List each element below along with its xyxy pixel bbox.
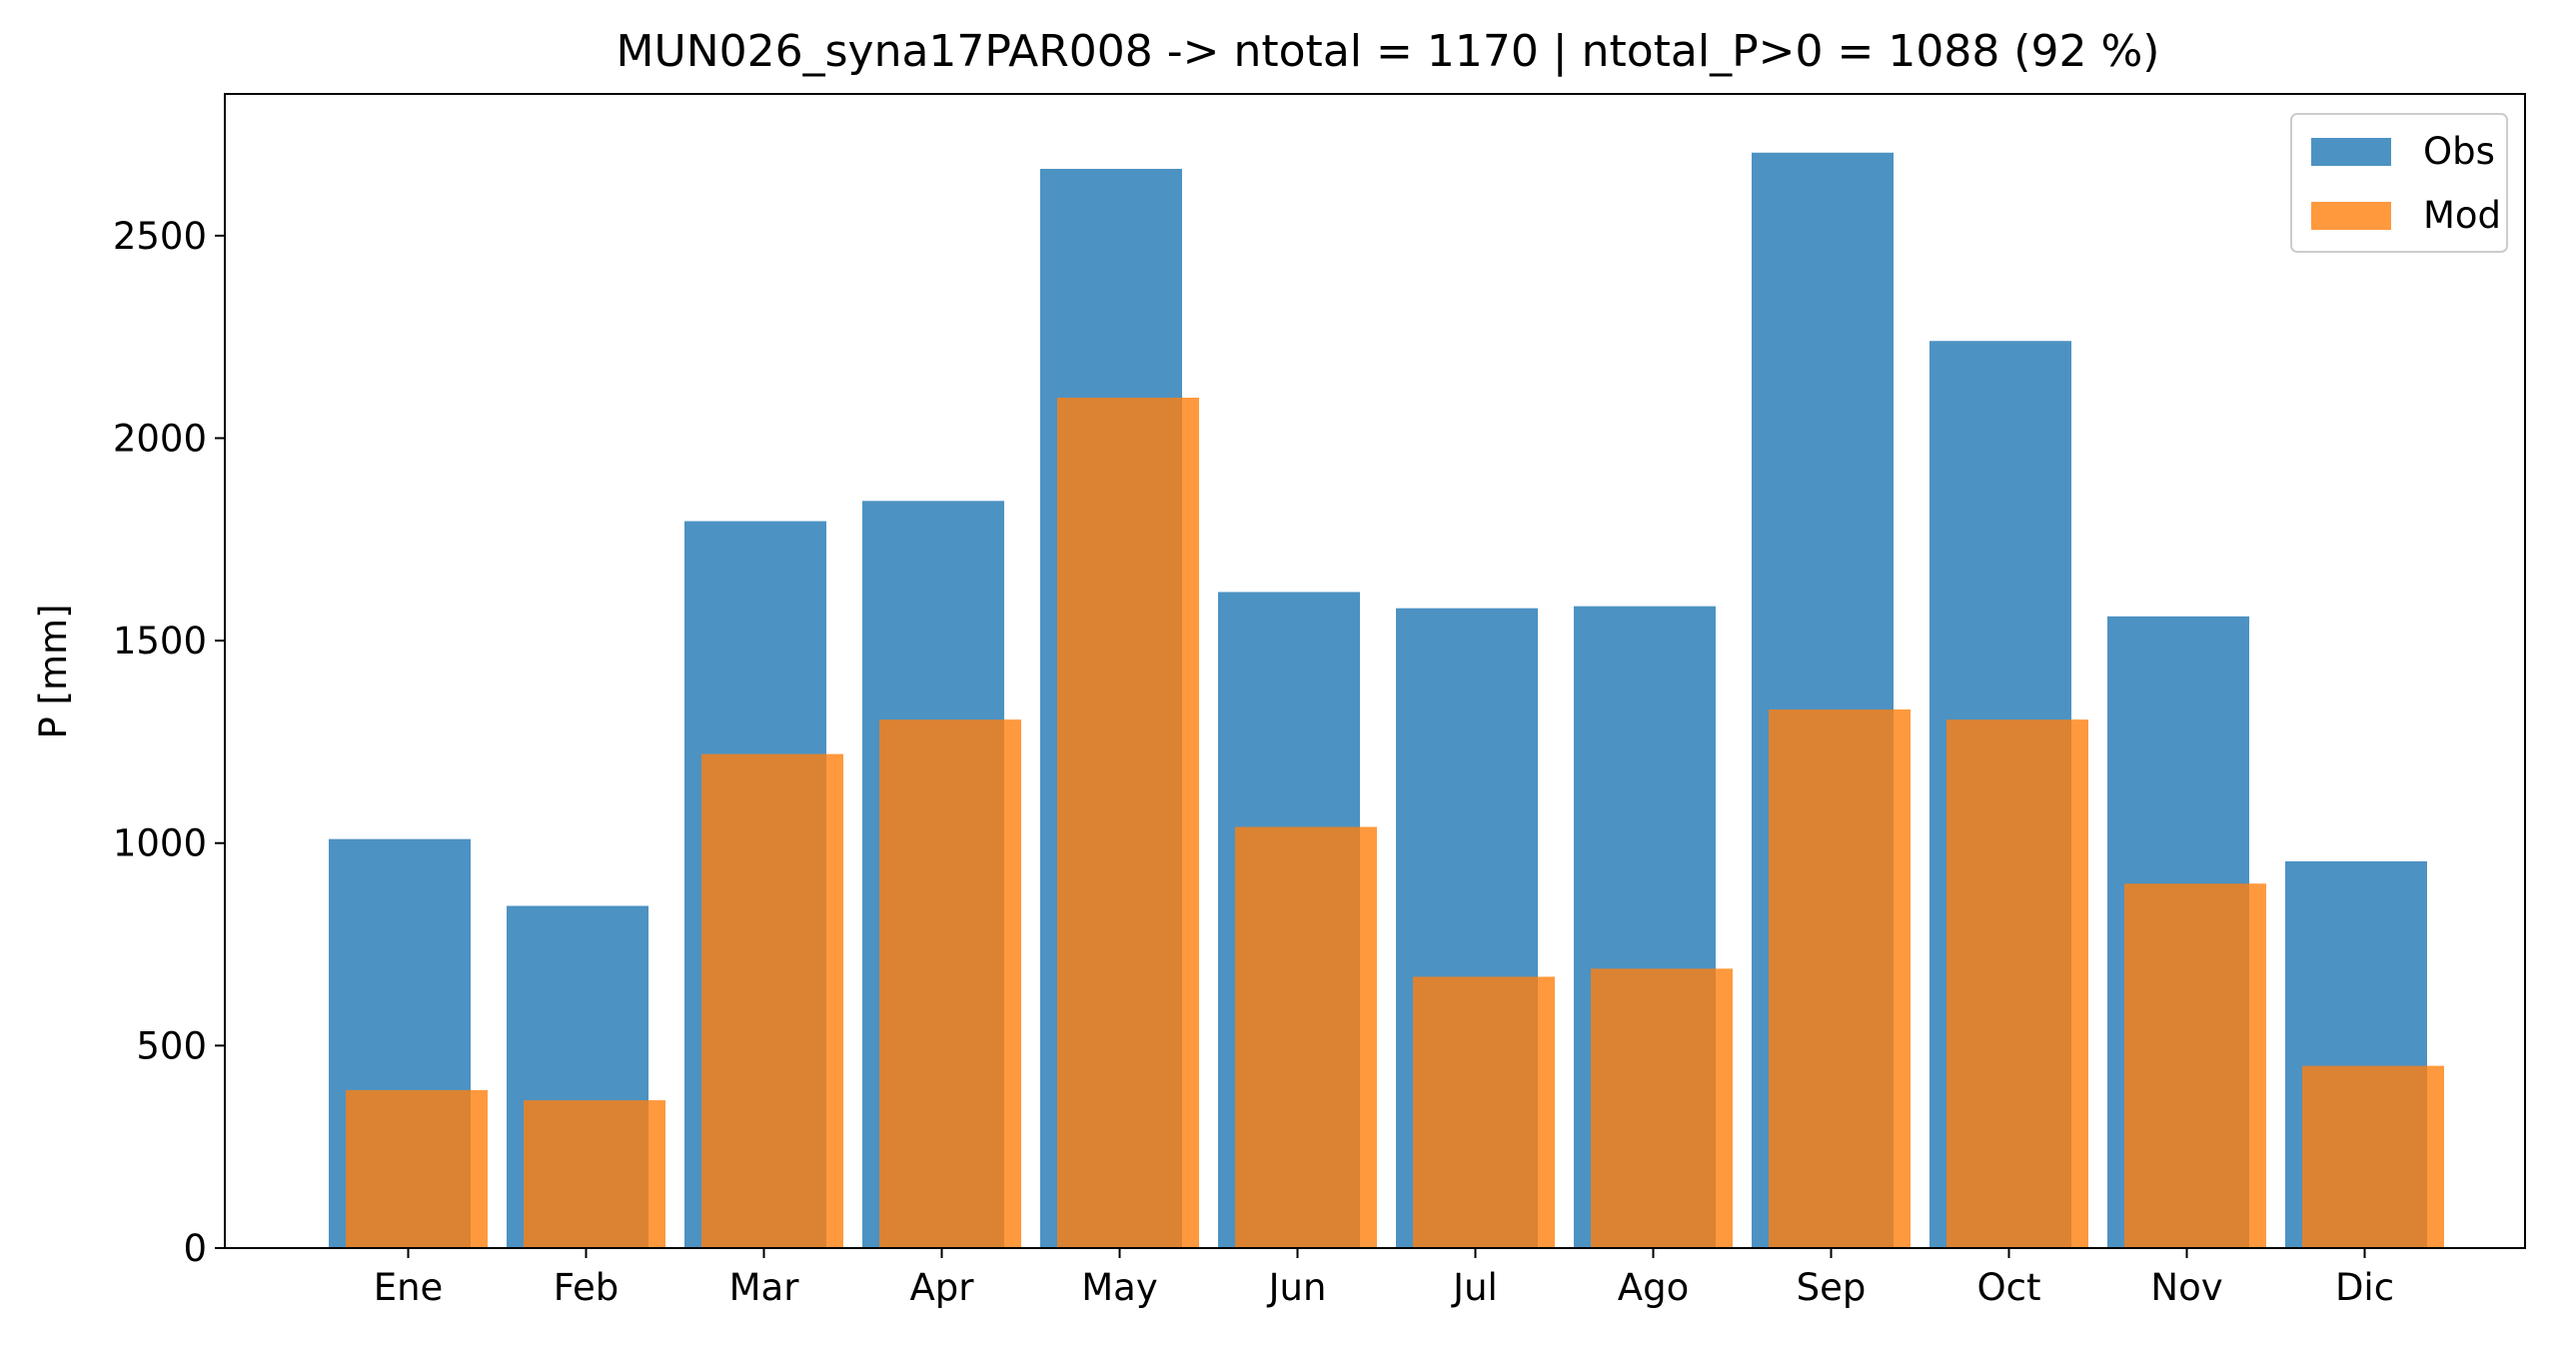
x-tick-label: Sep: [1797, 1266, 1867, 1309]
bar-mod-jun: [1235, 826, 1377, 1248]
y-tick-label: 2000: [113, 417, 207, 460]
y-axis-label: P [mm]: [32, 604, 75, 738]
y-tick-label: 0: [183, 1227, 207, 1270]
x-tick-label: Dic: [2335, 1266, 2394, 1309]
x-tick-label: Ene: [374, 1266, 444, 1309]
x-tick-label: Nov: [2150, 1266, 2222, 1309]
mod-series: [346, 397, 2444, 1248]
legend: Obs Mod: [2290, 113, 2508, 253]
plot-area-frame: [224, 93, 2526, 1249]
bar-mod-feb: [524, 1100, 665, 1248]
x-tick-label: Jul: [1451, 1266, 1498, 1309]
y-tick-label: 500: [136, 1024, 207, 1067]
bar-mod-apr: [879, 719, 1021, 1248]
legend-swatch-obs: [2311, 138, 2391, 166]
x-tick-label: Ago: [1618, 1266, 1689, 1309]
y-tick-label: 2500: [113, 215, 207, 258]
bar-mod-jul: [1413, 976, 1555, 1248]
legend-swatch-mod: [2311, 202, 2391, 230]
y-tick-label: 1500: [113, 620, 207, 663]
x-tick-label: Oct: [1977, 1266, 2041, 1309]
bar-mod-mar: [701, 753, 843, 1248]
bar-mod-nov: [2124, 883, 2266, 1248]
bar-mod-oct: [1946, 719, 2088, 1248]
x-tick-label: Apr: [909, 1266, 974, 1309]
x-tick-label: Jun: [1267, 1266, 1327, 1309]
x-axis: Ene Feb Mar Apr May Jun Jul Ago Sep Oct Nov Dic: [374, 1248, 2394, 1309]
x-tick-label: May: [1081, 1266, 1158, 1309]
bar-mod-may: [1057, 397, 1199, 1248]
bar-mod-dic: [2302, 1065, 2444, 1248]
bar-mod-sep: [1769, 709, 1911, 1248]
y-tick-label: 1000: [113, 822, 207, 865]
legend-label-obs: Obs: [2423, 130, 2495, 173]
x-tick-label: Feb: [554, 1266, 620, 1309]
bar-mod-ago: [1591, 968, 1733, 1248]
legend-label-mod: Mod: [2423, 194, 2501, 237]
y-axis: 0 500 1000 1500 2000 2500: [113, 215, 225, 1270]
bar-mod-ene: [346, 1089, 488, 1248]
x-tick-label: Mar: [729, 1266, 800, 1309]
chart-title: MUN026_syna17PAR008 -> ntotal = 1170 | n…: [617, 26, 2160, 77]
